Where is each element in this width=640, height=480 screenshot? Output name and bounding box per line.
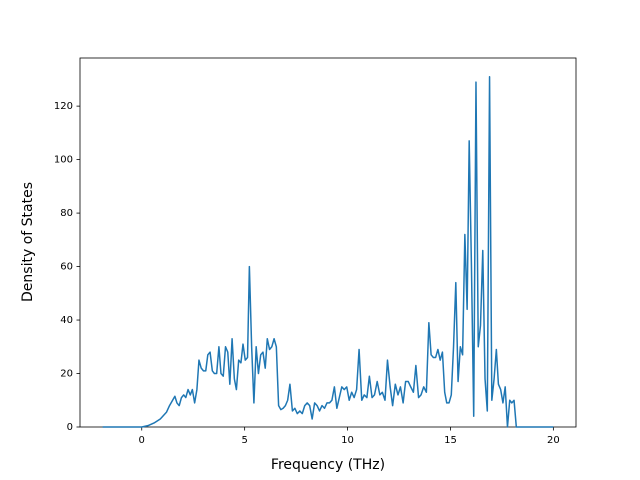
dos-line: [102, 75, 554, 428]
y-tick-label: 120: [54, 101, 73, 112]
x-tick-label: 10: [341, 435, 354, 446]
x-tick-label: 5: [241, 435, 247, 446]
y-tick-label: 80: [60, 208, 73, 219]
x-axis-label: Frequency (THz): [271, 457, 385, 473]
y-tick-label: 0: [67, 422, 73, 433]
y-tick-label: 60: [60, 262, 73, 273]
x-tick-label: 20: [547, 435, 560, 446]
x-tick-label: 0: [139, 435, 145, 446]
y-tick-label: 40: [60, 315, 73, 326]
y-tick-label: 100: [54, 155, 73, 166]
y-tick-label: 20: [60, 369, 73, 380]
plot-frame: [79, 57, 577, 428]
y-axis-label: Density of States: [20, 182, 36, 302]
x-tick-label: 15: [444, 435, 457, 446]
